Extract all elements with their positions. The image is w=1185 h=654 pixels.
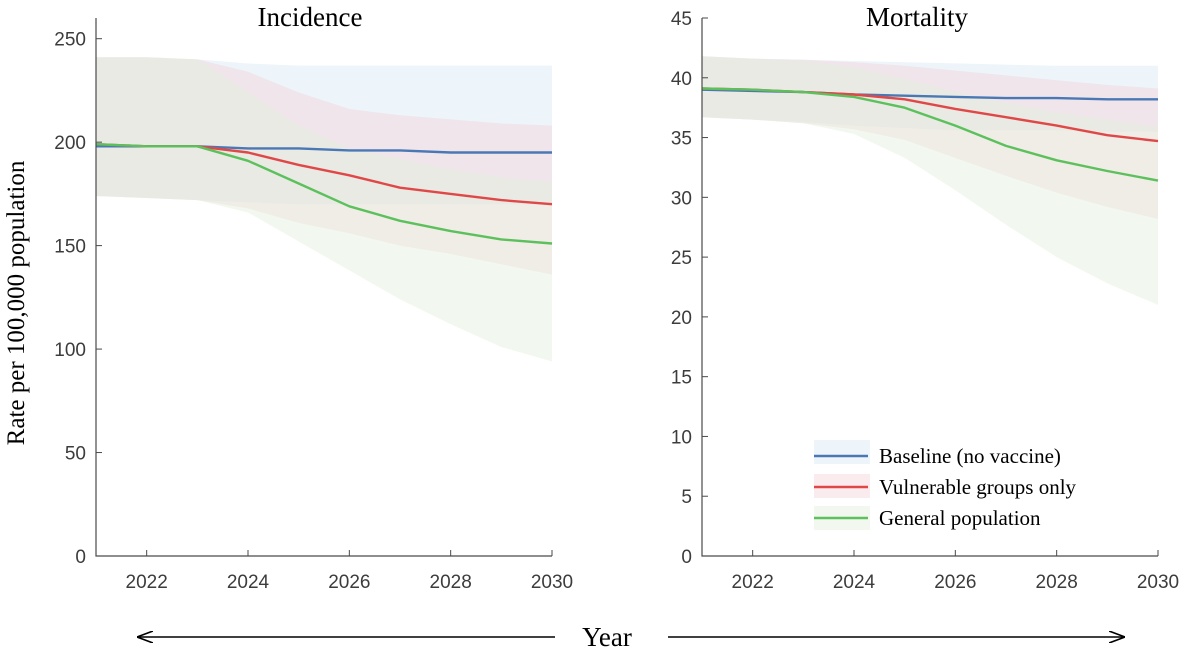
mortality-y-tick-label: 15 <box>671 368 692 389</box>
mortality-y-tick-label: 10 <box>671 427 692 448</box>
mortality-y-tick-label: 45 <box>671 9 692 30</box>
mortality-x-tick-label: 2028 <box>1036 572 1078 593</box>
incidence-baseline-band <box>96 57 552 205</box>
mortality-baseline-band <box>702 56 1158 132</box>
legend-label-general: General population <box>879 506 1041 530</box>
incidence-general-line <box>95 143 553 245</box>
mortality-x-ticks: 2022 2024 2026 2028 2030 <box>732 550 1179 593</box>
x-axis-label: Year <box>582 622 632 652</box>
mortality-general-line <box>701 87 1159 182</box>
incidence-bands <box>96 57 552 362</box>
incidence-title: Incidence <box>258 2 363 32</box>
y-axis-label: Rate per 100,000 population <box>3 160 30 445</box>
incidence-x-tick-label: 2022 <box>126 572 168 593</box>
incidence-y-tick-label: 50 <box>65 444 86 465</box>
incidence-y-ticks: 0 50 100 150 200 250 <box>54 30 102 568</box>
mortality-bands <box>702 56 1158 305</box>
incidence-general-band <box>96 57 552 362</box>
incidence-x-tick-label: 2026 <box>328 572 370 593</box>
mortality-x-tick-label: 2024 <box>833 572 876 593</box>
legend: Baseline (no vaccine) Vulnerable groups … <box>814 440 1077 530</box>
mortality-lines <box>701 87 1159 182</box>
legend-label-vulnerable: Vulnerable groups only <box>879 475 1077 499</box>
mortality-title: Mortality <box>866 2 968 32</box>
mortality-y-tick-label: 35 <box>671 129 692 150</box>
mortality-y-ticks: 0 5 10 15 20 25 30 35 40 45 <box>671 9 708 568</box>
mortality-y-tick-label: 25 <box>671 248 692 269</box>
incidence-y-tick-label: 100 <box>54 340 86 361</box>
mortality-x-tick-label: 2030 <box>1137 572 1179 593</box>
mortality-x-tick-label: 2022 <box>732 572 774 593</box>
legend-swatch-baseline-band <box>814 440 870 464</box>
mortality-y-tick-label: 40 <box>671 69 692 90</box>
mortality-x-tick-label: 2026 <box>934 572 976 593</box>
incidence-x-tick-label: 2030 <box>531 572 573 593</box>
incidence-y-tick-label: 200 <box>54 133 86 154</box>
incidence-x-ticks: 2022 2024 2026 2028 2030 <box>126 550 573 593</box>
incidence-vulnerable-band <box>96 57 552 275</box>
mortality-y-tick-label: 30 <box>671 188 692 209</box>
mortality-y-tick-label: 5 <box>681 487 692 508</box>
legend-label-baseline: Baseline (no vaccine) <box>879 444 1061 468</box>
incidence-x-tick-label: 2028 <box>430 572 472 593</box>
incidence-panel: 0 50 100 150 200 250 2022 2024 2026 2028 2030 Inc… <box>54 2 573 593</box>
mortality-general-band <box>702 56 1158 305</box>
mortality-y-tick-label: 0 <box>681 547 692 568</box>
incidence-y-tick-label: 150 <box>54 237 86 258</box>
incidence-lines <box>95 143 553 245</box>
incidence-y-tick-label: 0 <box>75 547 86 568</box>
incidence-y-tick-label: 250 <box>54 30 86 51</box>
mortality-y-tick-label: 20 <box>671 308 692 329</box>
incidence-x-tick-label: 2024 <box>227 572 270 593</box>
